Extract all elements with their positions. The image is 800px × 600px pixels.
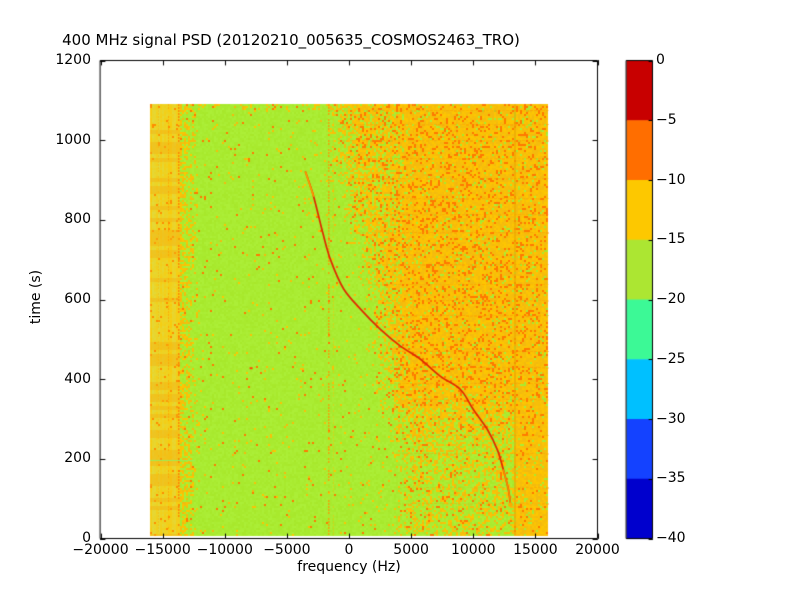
colorbar-tick-label: −40 bbox=[656, 530, 686, 546]
x-axis-label: frequency (Hz) bbox=[297, 559, 401, 575]
y-tick-label: 0 bbox=[82, 530, 91, 546]
x-tick-label: 20000 bbox=[575, 542, 620, 558]
colorbar-tick-label: −25 bbox=[656, 350, 686, 367]
colorbar-tick-label: −35 bbox=[656, 470, 686, 487]
y-tick-label: 800 bbox=[64, 211, 91, 228]
x-tick-label: −20000 bbox=[72, 542, 129, 558]
colorbar-tick-label: −10 bbox=[656, 171, 686, 188]
y-tick-label: 1000 bbox=[55, 131, 91, 148]
x-tick-label: 10000 bbox=[450, 542, 496, 558]
x-tick-label: 0 bbox=[344, 542, 354, 558]
colorbar-tick-label: −30 bbox=[656, 410, 686, 427]
y-tick-label: 400 bbox=[64, 370, 91, 387]
y-tick-label: 600 bbox=[64, 291, 91, 307]
colorbar-tick-label: −20 bbox=[656, 291, 686, 307]
plot-title: 400 MHz signal PSD (20120210_005635_COSM… bbox=[62, 31, 520, 49]
x-tick-label: 15000 bbox=[513, 542, 558, 558]
y-tick-label: 200 bbox=[64, 450, 91, 467]
x-tick-label: −15000 bbox=[134, 542, 191, 558]
colorbar-tick-label: −5 bbox=[656, 111, 677, 128]
y-tick-label: 1200 bbox=[55, 52, 91, 68]
x-tick-label: −10000 bbox=[196, 542, 253, 558]
colorbar-tick-label: −15 bbox=[656, 231, 686, 248]
colorbar-tick-label: 0 bbox=[656, 52, 665, 68]
x-tick-label: −5000 bbox=[263, 542, 311, 558]
x-tick-label: 5000 bbox=[393, 542, 429, 558]
